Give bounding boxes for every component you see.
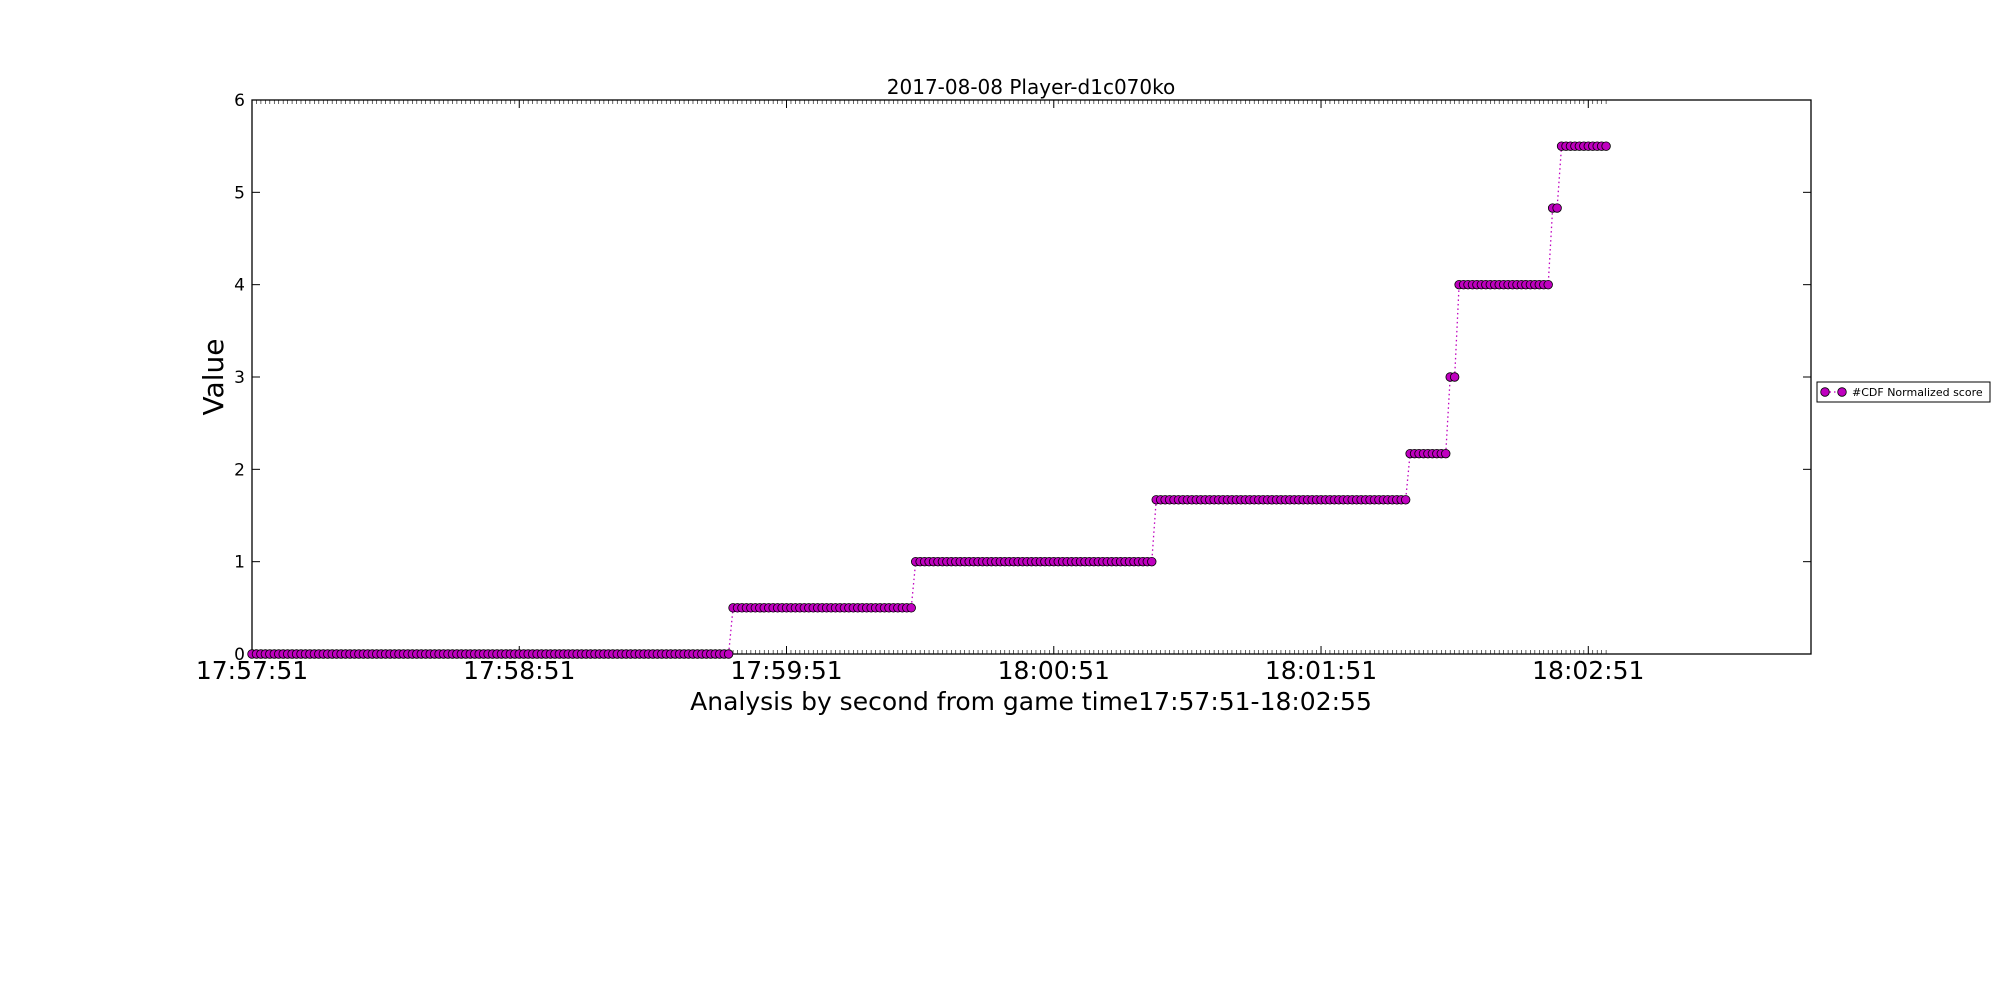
data-point — [1449, 372, 1460, 382]
y-tick-label: 4 — [234, 276, 245, 296]
legend-label: #CDF Normalized score — [1852, 386, 1983, 399]
legend: #CDF Normalized score — [1816, 381, 1991, 403]
y-tick-label: 0 — [234, 645, 245, 665]
data-point — [1147, 556, 1157, 567]
y-tick-label: 6 — [234, 91, 245, 111]
data-point — [1441, 448, 1451, 459]
data-point — [1400, 495, 1411, 505]
y-tick-labels: 0 1 2 3 4 5 6 — [234, 91, 245, 665]
x-tick-labels: 17:57:51 17:58:51 17:59:51 18:00:51 18:01:51… — [196, 656, 1645, 685]
data-point — [723, 649, 734, 659]
data-point — [1543, 279, 1553, 290]
data-point — [906, 603, 916, 613]
legend-box — [1816, 381, 1991, 403]
x-tick-label: 18:00:51 — [998, 656, 1110, 685]
data-point — [1601, 141, 1611, 151]
x-tick-label: 18:02:51 — [1532, 656, 1644, 685]
legend-marker — [1820, 387, 1830, 397]
y-tick-marks — [252, 99, 1811, 655]
data-point — [1552, 203, 1562, 213]
series-points — [247, 141, 1611, 659]
legend-marker — [1837, 387, 1847, 397]
y-axis-label: Value — [197, 339, 230, 416]
plot-area — [251, 99, 1812, 655]
y-tick-label: 1 — [234, 553, 245, 573]
x-axis-label: Analysis by second from game time17:57:5… — [690, 687, 1372, 716]
chart-title: 2017-08-08 Player-d1c070ko — [887, 75, 1175, 99]
x-tick-label: 17:59:51 — [730, 656, 842, 685]
x-tick-label: 17:57:51 — [196, 656, 308, 685]
y-tick-label: 5 — [234, 183, 245, 203]
y-tick-label: 2 — [234, 460, 245, 480]
x-tick-label: 18:01:51 — [1265, 656, 1377, 685]
y-tick-label: 3 — [234, 368, 245, 388]
x-tick-label: 17:58:51 — [463, 656, 575, 685]
